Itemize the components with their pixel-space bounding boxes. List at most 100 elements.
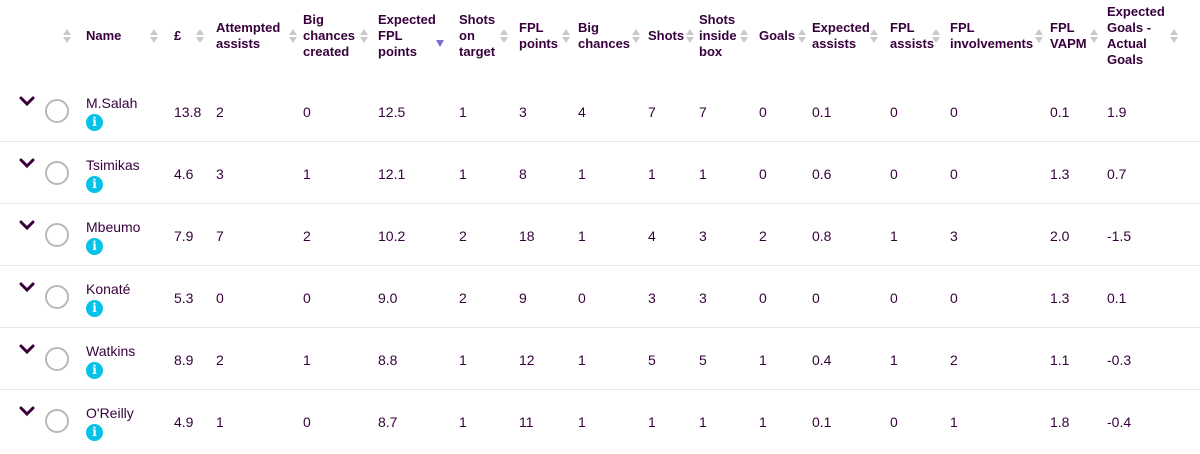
- info-icon[interactable]: i: [86, 424, 103, 441]
- column-header-shots-on-target[interactable]: Shots on target: [459, 12, 495, 60]
- sort-icon[interactable]: [562, 29, 570, 43]
- table-row: Mbeumo i 7.9 7 2 10.2 2 18 1 4 3 2 0.8 1 3 2.0 -1.5: [0, 204, 1200, 266]
- cell-big-chances-created: 2: [303, 228, 311, 244]
- column-header-big-chances[interactable]: Big chances: [578, 20, 630, 52]
- sort-icon[interactable]: [150, 29, 158, 43]
- table-row: O'Reilly i 4.9 1 0 8.7 1 11 1 1 1 1 0.1 0 1 1.8 -0.4: [0, 390, 1200, 452]
- column-header-big-chances-created[interactable]: Big chances created: [303, 12, 355, 60]
- player-name[interactable]: M.Salah: [86, 95, 138, 111]
- player-stats-table: Name £ Attempted assists Big chances created Ex…: [0, 0, 1200, 441]
- player-name[interactable]: Konaté: [86, 281, 131, 297]
- cell-expected-fpl-points: 12.1: [378, 166, 406, 182]
- column-header-line: inside: [699, 28, 737, 43]
- sort-icon[interactable]: [932, 29, 940, 43]
- cell-fpl-involvements: 3: [950, 228, 958, 244]
- column-header-line: Name: [86, 28, 122, 43]
- cell-fpl-vapm: 1.8: [1050, 414, 1070, 430]
- sort-icon[interactable]: [870, 29, 878, 43]
- chevron-down-icon[interactable]: [19, 95, 35, 107]
- cell-xg-minus-goals: 0.1: [1107, 290, 1127, 306]
- player-name[interactable]: Tsimikas: [86, 157, 140, 173]
- column-header-line: chances: [303, 28, 356, 43]
- cell-attempted-assists: 2: [216, 104, 224, 120]
- cell-attempted-assists: 0: [216, 290, 224, 306]
- column-header-line: Shots: [699, 12, 736, 27]
- cell-price: 5.3: [174, 290, 194, 306]
- chevron-down-icon[interactable]: [19, 281, 35, 293]
- column-header-name[interactable]: Name: [86, 28, 121, 44]
- column-header-line: Shots: [648, 28, 685, 43]
- sort-icon[interactable]: [798, 29, 806, 43]
- column-header-line: FPL: [519, 20, 544, 35]
- cell-fpl-involvements: 0: [950, 290, 958, 306]
- column-header-xg-minus-goals[interactable]: Expected Goals - Actual Goals: [1107, 4, 1165, 68]
- cell-shots-on-target: 1: [459, 352, 467, 368]
- cell-shots-inside-box: 3: [699, 228, 707, 244]
- column-header-attempted-assists[interactable]: Attempted assists: [216, 20, 280, 52]
- column-header-price[interactable]: £: [174, 28, 181, 44]
- column-header-shots[interactable]: Shots: [648, 28, 684, 44]
- column-header-line: Goals -: [1107, 20, 1152, 35]
- column-header-fpl-points[interactable]: FPL points: [519, 20, 558, 52]
- cell-fpl-points: 11: [519, 414, 534, 430]
- sort-icon[interactable]: [63, 29, 71, 43]
- cell-shots: 1: [648, 414, 656, 430]
- cell-fpl-vapm: 2.0: [1050, 228, 1070, 244]
- column-header-line: involvements: [950, 36, 1034, 51]
- column-header-line: Expected: [1107, 4, 1165, 19]
- player-select-radio[interactable]: [45, 347, 69, 371]
- info-icon[interactable]: i: [86, 362, 103, 379]
- column-header-line: created: [303, 44, 350, 59]
- player-select-radio[interactable]: [45, 99, 69, 123]
- column-header-expected-assists[interactable]: Expected assists: [812, 20, 870, 52]
- cell-fpl-points: 18: [519, 228, 535, 244]
- cell-goals: 0: [759, 290, 767, 306]
- sort-icon[interactable]: [686, 29, 694, 43]
- sort-icon[interactable]: [1170, 29, 1178, 43]
- cell-fpl-assists: 0: [890, 166, 898, 182]
- sort-icon[interactable]: [196, 29, 204, 43]
- sort-icon[interactable]: [632, 29, 640, 43]
- chevron-down-icon[interactable]: [19, 219, 35, 231]
- column-header-fpl-involvements[interactable]: FPL involvements: [950, 20, 1033, 52]
- cell-shots: 1: [648, 166, 656, 182]
- sort-icon[interactable]: [740, 29, 748, 43]
- info-icon[interactable]: i: [86, 300, 103, 317]
- player-name[interactable]: Mbeumo: [86, 219, 141, 235]
- row-divider: [0, 141, 1200, 142]
- cell-fpl-points: 12: [519, 352, 535, 368]
- info-icon[interactable]: i: [86, 238, 103, 255]
- player-select-radio[interactable]: [45, 161, 69, 185]
- column-header-goals[interactable]: Goals: [759, 28, 795, 44]
- cell-fpl-involvements: 0: [950, 166, 958, 182]
- cell-attempted-assists: 1: [216, 414, 224, 430]
- cell-fpl-vapm: 1.3: [1050, 290, 1070, 306]
- column-header-expected-fpl-points[interactable]: Expected FPL points: [378, 12, 436, 60]
- chevron-down-icon[interactable]: [19, 157, 35, 169]
- cell-expected-fpl-points: 8.8: [378, 352, 398, 368]
- cell-big-chances: 4: [578, 104, 586, 120]
- cell-expected-fpl-points: 12.5: [378, 104, 406, 120]
- sort-icon[interactable]: [1090, 29, 1098, 43]
- info-icon[interactable]: i: [86, 114, 103, 131]
- player-select-radio[interactable]: [45, 223, 69, 247]
- info-icon[interactable]: i: [86, 176, 103, 193]
- column-header-shots-inside-box[interactable]: Shots inside box: [699, 12, 737, 60]
- player-select-radio[interactable]: [45, 285, 69, 309]
- column-header-fpl-assists[interactable]: FPL assists: [890, 20, 934, 52]
- sort-descending-icon[interactable]: [436, 37, 444, 51]
- player-name[interactable]: O'Reilly: [86, 405, 134, 421]
- cell-big-chances: 1: [578, 166, 586, 182]
- cell-price: 4.6: [174, 166, 194, 182]
- column-header-line: Expected: [378, 12, 436, 27]
- chevron-down-icon[interactable]: [19, 343, 35, 355]
- row-divider: [0, 389, 1200, 390]
- column-header-fpl-vapm[interactable]: FPL VAPM: [1050, 20, 1087, 52]
- chevron-down-icon[interactable]: [19, 405, 35, 417]
- sort-icon[interactable]: [500, 29, 508, 43]
- sort-icon[interactable]: [289, 29, 297, 43]
- sort-icon[interactable]: [1035, 29, 1043, 43]
- player-select-radio[interactable]: [45, 409, 69, 433]
- sort-icon[interactable]: [360, 29, 368, 43]
- player-name[interactable]: Watkins: [86, 343, 136, 359]
